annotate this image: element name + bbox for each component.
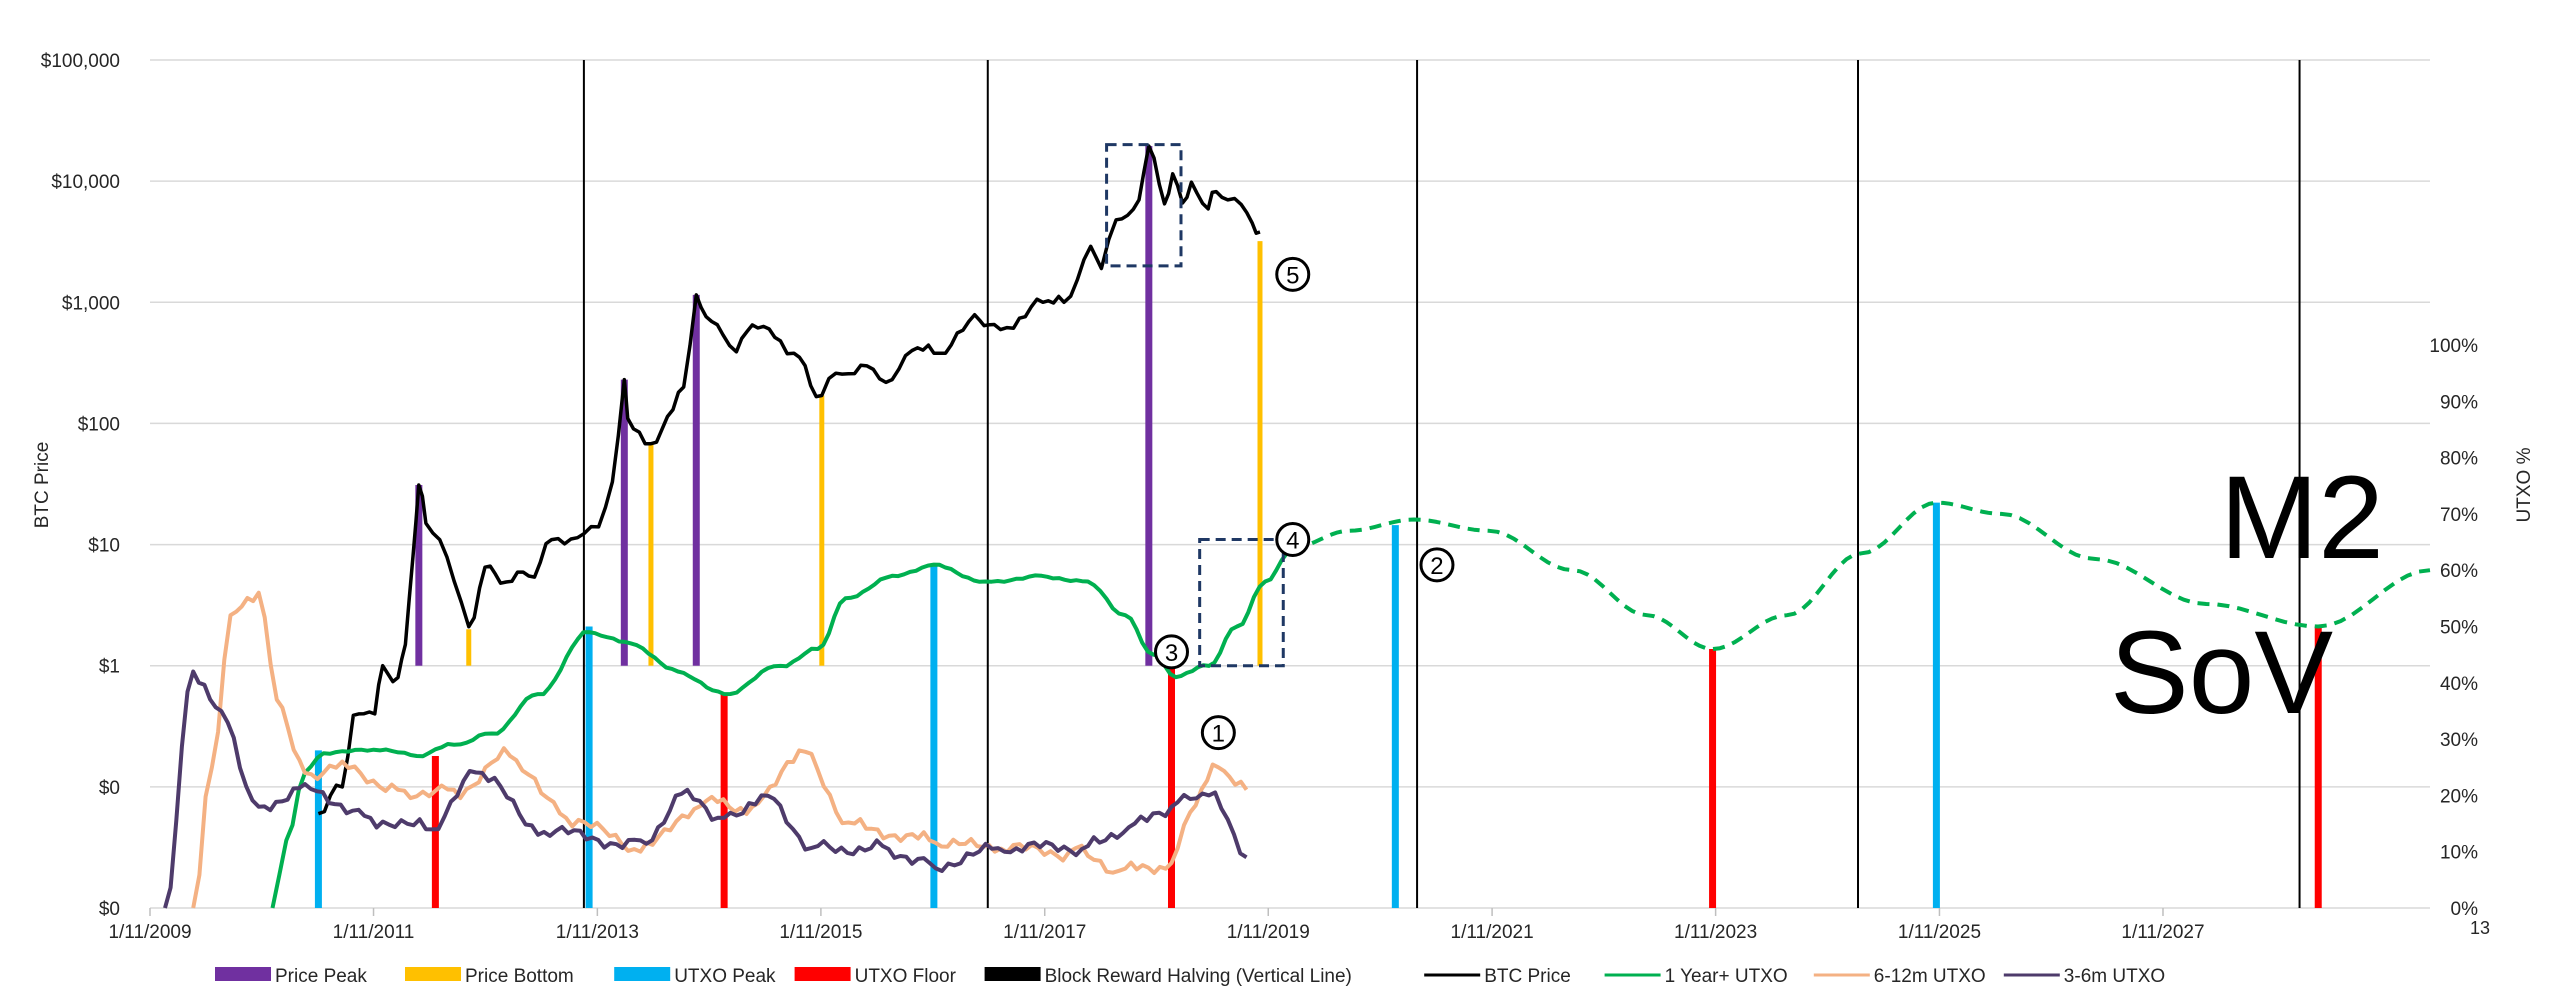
right-axis-title: UTXO % [2514,447,2535,522]
callout-circle [1153,634,1189,670]
legend-swatch [215,967,271,981]
btc-price-line [317,144,1261,816]
legend-swatch [405,967,461,981]
callout-label: 3 [1165,640,1178,667]
x-tick-label: 1/11/2009 [108,922,191,943]
legend-label: 6-12m UTXO [1874,966,1986,987]
left-tick-label: $100 [78,414,120,435]
x-tick-label: 1/11/2019 [1227,922,1310,943]
callout-circle [1419,547,1455,583]
legend-label: Price Bottom [465,966,574,987]
series-lines [163,144,2431,909]
legend-item: Block Reward Halving (Vertical Line) [984,966,1352,987]
left-tick-label: $100,000 [41,51,120,72]
callout-label: 5 [1286,262,1299,289]
highlight-boxes [1105,143,1285,668]
right-tick-label: 80% [2440,449,2478,470]
right-tick-label: 30% [2440,730,2478,751]
legend-item: 1 Year+ UTXO [1604,966,1788,987]
x-tick-label: 1/11/2023 [1674,922,1757,943]
left-axis-ticks: $0 $0 $1 $10 $100 $1,000 $10,000 $100,000 [41,51,120,920]
x-axis-ticks: 1/11/2009 1/11/2011 1/11/2013 1/11/2015 1/11… [108,908,2205,943]
right-tick-label: 70% [2440,505,2478,526]
left-tick-label: $1 [99,657,120,678]
callout-circle [1275,256,1311,292]
legend-label: 1 Year+ UTXO [1665,966,1788,987]
left-tick-label: $10 [88,536,120,557]
callout-label: 1 [1212,721,1225,748]
legend-swatch [614,967,671,981]
x-tick-label: 1/11/2017 [1003,922,1086,943]
x-tick-label: 1/11/2011 [333,922,415,943]
right-tick-label: 50% [2440,618,2478,639]
callout-2: 2 [1419,547,1455,583]
overlay-text-m2: M2 [2220,452,2384,584]
right-tick-label: 10% [2440,843,2478,864]
callout-4: 4 [1275,522,1311,558]
left-tick-label: $10,000 [51,172,120,193]
legend-item: 3-6m UTXO [2003,966,2165,987]
callouts: 1 2 3 4 5 [1153,256,1455,751]
3-6m-utxo-line [163,669,1248,909]
overlay-text-sov: SoV [2110,607,2333,739]
legend-label: UTXO Peak [674,966,776,987]
right-tick-label: 0% [2451,899,2479,920]
callout-label: 2 [1430,553,1443,580]
right-tick-label: 60% [2440,561,2478,582]
x-tick-label: 1/11/2025 [1898,922,1981,943]
callout-5: 5 [1275,256,1311,292]
legend-label: 3-6m UTXO [2064,966,2165,987]
1-year-utxo-projection-line [1292,500,2431,651]
legend-label: UTXO Floor [855,966,957,987]
legend-item: UTXO Floor [794,966,957,987]
left-tick-label: $0 [99,899,120,920]
legend-label: Block Reward Halving (Vertical Line) [1045,966,1352,987]
legend-item: 6-12m UTXO [1813,966,1986,987]
callout-1: 1 [1200,715,1236,751]
1-year-utxo-line [270,546,1295,909]
callout-label: 4 [1286,528,1299,555]
halving-lines [582,60,2301,908]
left-axis-title: BTC Price [32,442,53,529]
marker-bars [314,146,2322,908]
x-tick-label: 1/11/2013 [556,922,639,943]
callout-circle [1275,522,1311,558]
x-tick-label: 1/11/2021 [1451,922,1534,943]
x-tick-label: 1/11/2015 [779,922,862,943]
legend-item: Price Bottom [405,966,574,987]
callout-3: 3 [1153,634,1189,670]
legend-item: BTC Price [1424,966,1571,987]
legend-item: UTXO Peak [614,966,776,987]
legend-label: BTC Price [1484,966,1571,987]
right-tick-label: 40% [2440,674,2478,695]
right-tick-label: 100% [2429,336,2478,357]
legend: Price Peak Price Bottom UTXO Peak UTXO Floo… [215,966,2165,987]
legend-swatch [794,967,851,981]
right-tick-label: 20% [2440,786,2478,807]
legend-label: Price Peak [275,966,367,987]
right-tick-label: 90% [2440,392,2478,413]
grid [150,59,2430,909]
left-tick-label: $0 [99,778,120,799]
x-tick-label: 1/11/2027 [2121,922,2204,943]
page-number: 13 [2470,918,2490,938]
callout-circle [1200,715,1236,751]
highlight-box [1105,143,1183,268]
6-12m-utxo-line [191,590,1249,909]
legend-item: Price Peak [215,966,367,987]
legend-swatch [984,967,1041,981]
right-axis-ticks: 0% 10% 20% 30% 40% 50% 60% 70% 80% 90% 100% [2429,336,2478,920]
left-tick-label: $1,000 [62,293,120,314]
highlight-box [1198,538,1285,668]
